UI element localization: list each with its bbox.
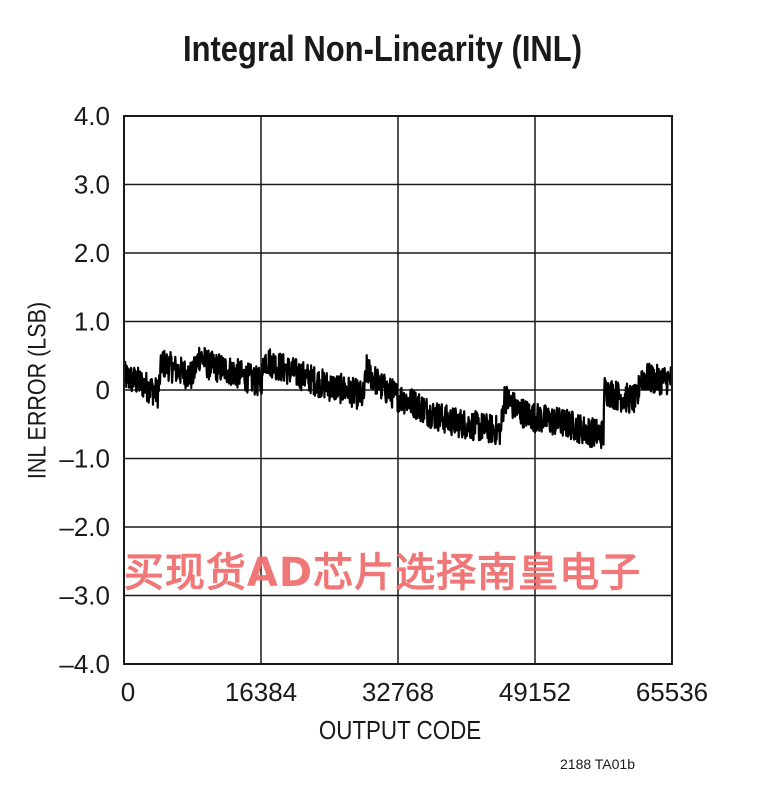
- y-tick-label: 2.0: [74, 238, 110, 268]
- y-tick-label: –4.0: [59, 649, 110, 679]
- x-tick-label: 49152: [499, 677, 571, 707]
- chart-title: Integral Non-Linearity (INL): [182, 28, 583, 69]
- y-tick-label: 1.0: [74, 307, 110, 337]
- x-axis-label: OUTPUT CODE: [318, 715, 482, 745]
- x-tick-label: 0: [121, 677, 135, 707]
- watermark-text: 买现货AD芯片选择南皇电子: [123, 550, 642, 596]
- x-tick-label: 16384: [225, 677, 297, 707]
- x-tick-labels: 0 16384 32768 49152 65536: [121, 677, 708, 707]
- y-tick-label: 4.0: [74, 101, 110, 131]
- y-axis-label: INL ERROR (LSB): [23, 301, 52, 480]
- y-tick-label: –2.0: [59, 512, 110, 542]
- inl-series-line: [122, 346, 673, 450]
- x-tick-label: 32768: [362, 677, 434, 707]
- y-tick-labels: 4.0 3.0 2.0 1.0 0 –1.0 –2.0 –3.0 –4.0: [59, 101, 110, 679]
- y-tick-label: –1.0: [59, 444, 110, 474]
- y-tick-label: –3.0: [59, 581, 110, 611]
- x-tick-label: 65536: [636, 677, 708, 707]
- figure-footnote: 2188 TA01b: [560, 756, 635, 772]
- series-group: [122, 346, 673, 450]
- y-tick-label: 3.0: [74, 170, 110, 200]
- plot-frame: [123, 115, 673, 665]
- y-tick-label: 0: [96, 375, 110, 405]
